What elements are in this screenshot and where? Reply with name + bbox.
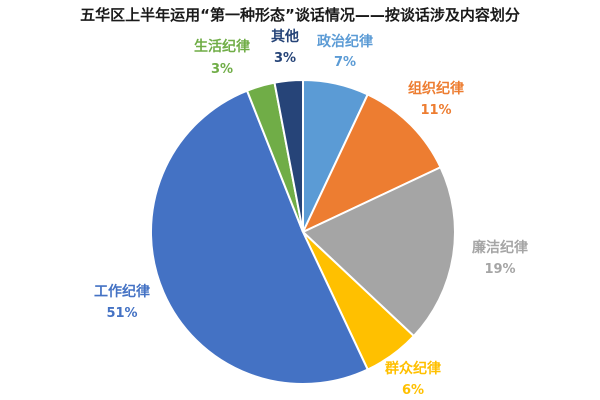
- pie-slice-5: [149, 89, 370, 385]
- chart-title: 五华区上半年运用“第一种形态”谈话情况——按谈话涉及内容划分: [80, 6, 520, 24]
- slice-percent-7: 3%: [274, 51, 296, 66]
- slice-label-4: 群众纪律: [384, 360, 441, 377]
- pie-slice-3: [301, 165, 456, 338]
- slice-label-5: 工作纪律: [94, 283, 150, 300]
- slice-label-3: 廉洁纪律: [472, 239, 528, 256]
- pie-slices: [149, 78, 456, 385]
- slice-percent-1: 7%: [334, 55, 356, 70]
- pie-slice-7: [273, 78, 304, 233]
- slice-percent-5: 51%: [106, 306, 137, 321]
- slice-percent-6: 3%: [211, 62, 233, 77]
- slice-label-2: 组织纪律: [408, 80, 464, 97]
- pie-slice-2: [300, 93, 442, 235]
- slice-percent-3: 19%: [484, 262, 515, 277]
- slice-percent-4: 6%: [402, 383, 424, 398]
- slice-percent-2: 11%: [420, 103, 451, 118]
- slice-label-1: 政治纪律: [317, 33, 373, 50]
- slice-label-6: 生活纪律: [194, 38, 250, 55]
- pie-labels: 政治纪律 7% 组织纪律 11% 廉洁纪律 19% 群众纪律 6% 工作纪律 51% 生活纪律 3% 其…: [94, 28, 528, 398]
- slice-label-7: 其他: [271, 28, 299, 45]
